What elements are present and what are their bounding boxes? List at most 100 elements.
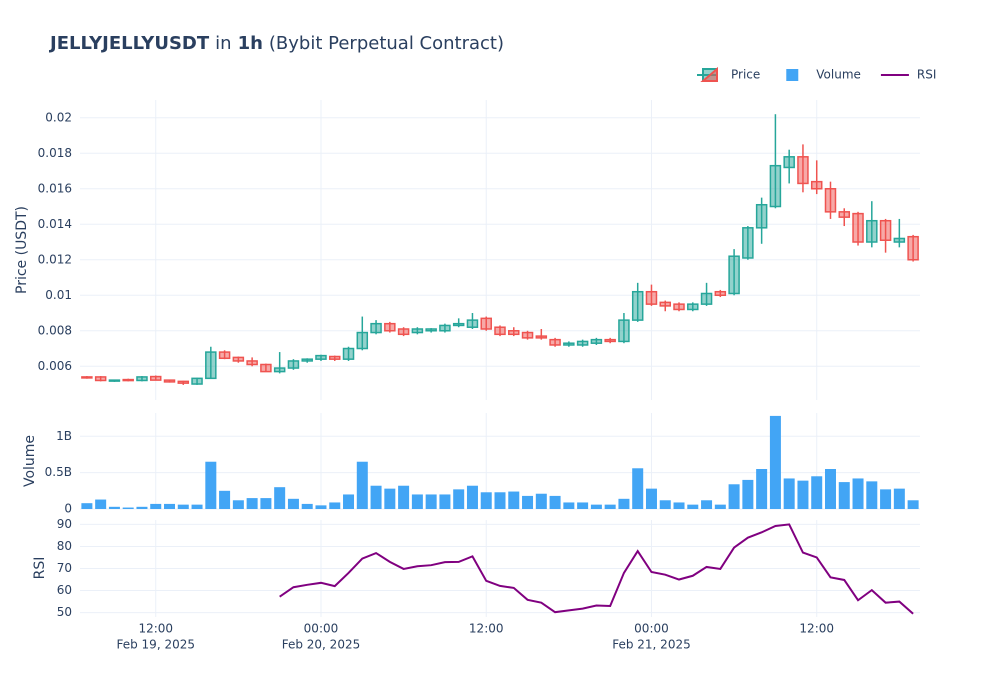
- candle-body: [797, 156, 809, 185]
- candle-body: [687, 303, 699, 311]
- candle-body: [742, 227, 754, 259]
- x-tick-label: 12:00: [799, 622, 834, 636]
- candle-body: [879, 219, 892, 241]
- volume-bar: [659, 500, 671, 509]
- volume-bar: [370, 485, 382, 509]
- volume-bar: [205, 461, 217, 509]
- volume-bar: [824, 469, 836, 509]
- volume-bar: [356, 461, 368, 509]
- candle-body: [205, 351, 217, 380]
- volume-bar: [480, 492, 492, 509]
- y3-tick-label: 50: [57, 605, 72, 619]
- y3-tick-label: 80: [57, 539, 72, 553]
- candle-body: [618, 319, 630, 343]
- candle-body: [769, 164, 782, 208]
- volume-bar: [425, 494, 437, 509]
- y-axis-title: Price (USDT): [14, 206, 30, 294]
- candle-body: [329, 355, 341, 360]
- volume-bar: [329, 502, 341, 509]
- candle-body: [466, 319, 479, 328]
- candle-body: [549, 338, 561, 346]
- y-tick-label: 0.018: [38, 146, 72, 160]
- volume-bar: [714, 504, 726, 509]
- candle-body: [631, 290, 644, 321]
- rsi-line: [279, 523, 914, 615]
- y3-tick-label: 90: [57, 517, 72, 531]
- volume-bar: [769, 415, 781, 509]
- volume-bar: [453, 489, 465, 509]
- candle-body: [136, 376, 148, 382]
- y-tick-label: 0.006: [38, 359, 72, 373]
- candle-body: [301, 358, 313, 362]
- volume-bar: [164, 503, 176, 509]
- volume-bar: [563, 502, 575, 509]
- volume-bar: [742, 479, 754, 509]
- candle-body: [907, 235, 919, 261]
- candle-body: [673, 303, 685, 311]
- legend: Price Volume RSI: [697, 66, 936, 82]
- candle-body: [810, 180, 823, 190]
- candle-body: [163, 379, 176, 383]
- candle-body: [452, 322, 465, 327]
- y-tick-label: 0.016: [38, 181, 72, 195]
- volume-bar: [191, 504, 203, 509]
- candle-body: [852, 212, 864, 243]
- candle-body: [728, 255, 740, 295]
- y-tick-label: 0.02: [45, 110, 72, 124]
- legend-icon: [786, 69, 799, 81]
- y-tick-label: 0.01: [45, 288, 72, 302]
- candle-body: [315, 354, 327, 360]
- volume-bar: [494, 492, 506, 509]
- y-tick-label: 0.014: [38, 217, 72, 231]
- y2-tick-label: 0: [64, 502, 72, 516]
- candle-body: [700, 292, 713, 305]
- candle-body: [370, 322, 382, 334]
- candle-body: [94, 376, 107, 382]
- candle-body: [576, 340, 589, 346]
- volume-bar: [343, 494, 355, 509]
- volume-bar: [122, 507, 134, 509]
- volume-bar: [838, 482, 850, 509]
- legend-icon: [700, 66, 718, 82]
- candle-body: [645, 290, 658, 305]
- volume-bar: [673, 502, 685, 509]
- candle-body: [563, 342, 575, 346]
- volume-bar: [95, 499, 107, 509]
- volume-bar: [108, 506, 120, 509]
- candle-body: [604, 338, 616, 343]
- x-tick-date: Feb 21, 2025: [612, 638, 691, 652]
- volume-bar: [728, 484, 740, 509]
- volume-bar: [645, 488, 657, 509]
- volume-bar: [866, 481, 878, 509]
- volume-bar: [535, 493, 547, 509]
- candle-body: [260, 363, 272, 373]
- candle-body: [191, 377, 203, 385]
- volume-bar: [577, 502, 589, 509]
- candle-body: [384, 322, 396, 332]
- candle-body: [81, 376, 93, 379]
- candle-body: [439, 324, 451, 332]
- volume-bar: [797, 480, 809, 509]
- chart-title: JELLYJELLYUSDT in 1h (Bybit Perpetual Contr…: [48, 33, 504, 54]
- y3-tick-label: 70: [57, 561, 72, 575]
- volume-bar: [439, 494, 451, 509]
- volume-bar: [384, 488, 396, 509]
- candle-body: [755, 203, 768, 229]
- candle-body: [425, 328, 437, 332]
- candle-body: [893, 237, 906, 243]
- candle-body: [590, 338, 603, 344]
- candle-body: [149, 375, 162, 381]
- candle-body: [411, 328, 424, 334]
- x-tick-date: Feb 20, 2025: [282, 638, 361, 652]
- candle-body: [508, 330, 520, 336]
- y3-tick-label: 60: [57, 583, 72, 597]
- title-exchange: (Bybit Perpetual Contract): [269, 33, 504, 54]
- x-tick-date: Feb 19, 2025: [116, 638, 195, 652]
- volume-bar: [274, 487, 286, 509]
- title-joiner: in: [215, 33, 231, 54]
- volume-bar: [219, 490, 231, 509]
- volume-bar: [150, 503, 162, 509]
- volume-bar: [618, 498, 630, 509]
